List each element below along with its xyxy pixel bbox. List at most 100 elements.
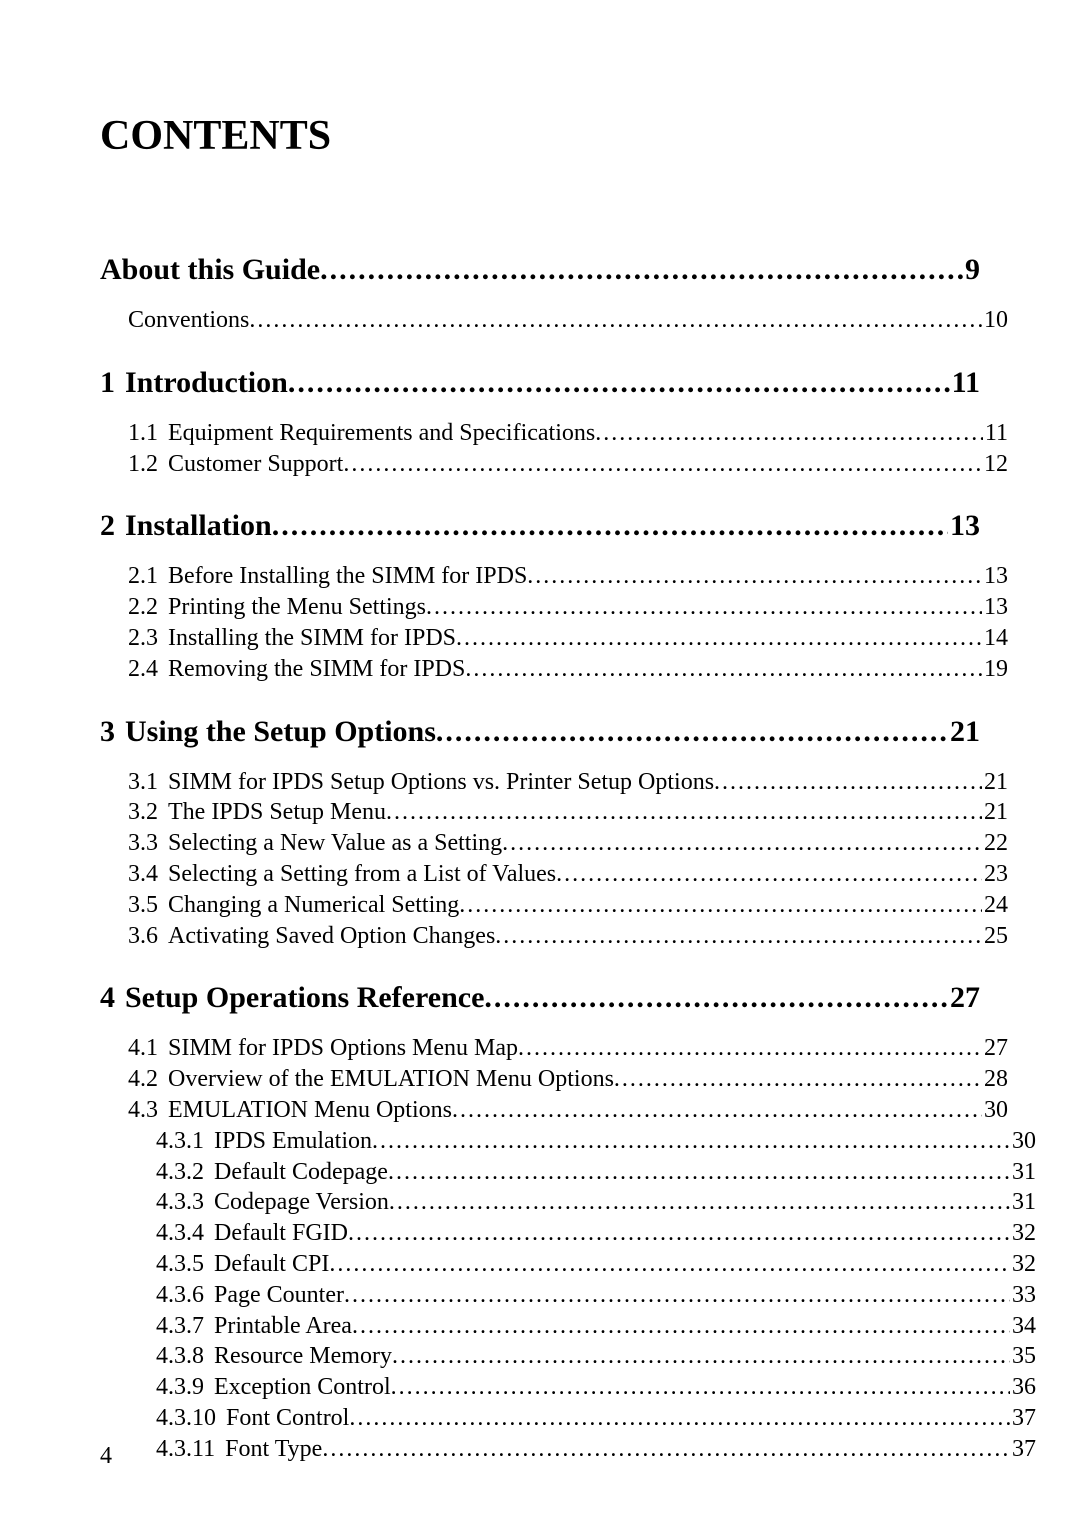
toc-page: 28 <box>982 1065 1008 1094</box>
toc-number: 4.3.10 <box>156 1404 216 1433</box>
toc-number: 1.1 <box>128 419 158 448</box>
toc-leader <box>322 1435 1010 1464</box>
toc-row: 4.1SIMM for IPDS Options Menu Map27 <box>128 1034 1008 1063</box>
toc-page: 36 <box>1010 1373 1036 1402</box>
toc-label: Default Codepage <box>214 1158 388 1187</box>
toc-leader <box>426 593 982 622</box>
toc-page: 30 <box>1010 1127 1036 1156</box>
toc-row: 1.1 Equipment Requirements and Specificat… <box>128 419 1008 448</box>
toc-label: Default CPI <box>214 1250 329 1279</box>
toc-label: Default FGID <box>214 1219 348 1248</box>
toc-leader <box>436 714 948 750</box>
toc-row: 4.3.11Font Type37 <box>156 1435 1036 1464</box>
toc-number: 1 <box>100 365 115 401</box>
toc-leader <box>352 1312 1010 1341</box>
toc-number: 3.2 <box>128 798 158 827</box>
toc-page: 24 <box>982 891 1008 920</box>
toc-number: 4.3.2 <box>156 1158 204 1187</box>
toc-label: Activating Saved Option Changes <box>168 922 495 951</box>
toc-leader <box>518 1034 982 1063</box>
toc-page: 19 <box>982 655 1008 684</box>
toc-number: 4.3.8 <box>156 1342 204 1371</box>
toc-row: 1.2 Customer Support 12 <box>128 450 1008 479</box>
toc-leader <box>343 450 982 479</box>
toc-leader <box>372 1127 1010 1156</box>
toc-page: 33 <box>1010 1281 1036 1310</box>
toc-row: 4.3.2Default Codepage31 <box>156 1158 1036 1187</box>
toc-leader <box>502 829 982 858</box>
toc-page: 13 <box>982 593 1008 622</box>
toc-label: Codepage Version <box>214 1188 389 1217</box>
toc-leader <box>452 1096 982 1125</box>
toc-number: 3 <box>100 714 115 750</box>
toc-label: Selecting a Setting from a List of Value… <box>168 860 556 889</box>
toc-leader <box>344 1281 1010 1310</box>
toc-page: 21 <box>982 768 1008 797</box>
toc-leader <box>484 980 948 1016</box>
toc-leader <box>349 1404 1010 1433</box>
toc-label: Printing the Menu Settings <box>168 593 426 622</box>
toc-number: 2.4 <box>128 655 158 684</box>
toc-row: 2.4Removing the SIMM for IPDS19 <box>128 655 1008 684</box>
toc-number: 4.3.9 <box>156 1373 204 1402</box>
toc-label: Equipment Requirements and Specification… <box>168 419 595 448</box>
toc-leader <box>556 860 982 889</box>
toc-page: 11 <box>950 365 980 401</box>
toc-leader <box>459 891 982 920</box>
toc-number: 4.2 <box>128 1065 158 1094</box>
toc-number: 4.3.1 <box>156 1127 204 1156</box>
toc-page: 21 <box>948 714 980 750</box>
toc-leader <box>714 768 982 797</box>
toc-page: 37 <box>1010 1404 1036 1433</box>
toc-label: Exception Control <box>214 1373 391 1402</box>
toc-page: 14 <box>982 624 1008 653</box>
toc-row: 1Introduction11 <box>100 365 980 401</box>
toc-page: 23 <box>982 860 1008 889</box>
toc-number: 3.5 <box>128 891 158 920</box>
toc-page: 12 <box>982 450 1008 479</box>
toc-leader <box>249 306 982 335</box>
toc-number: 4.1 <box>128 1034 158 1063</box>
toc-label: Font Type <box>225 1435 322 1464</box>
toc-row: Conventions10 <box>128 306 1008 335</box>
toc-page: 13 <box>948 508 980 544</box>
toc-label: Overview of the EMULATION Menu Options <box>168 1065 614 1094</box>
toc-number: 4.3.11 <box>156 1435 215 1464</box>
toc-label: About this Guide <box>100 252 320 288</box>
toc-leader <box>389 1188 1010 1217</box>
toc-page: 25 <box>982 922 1008 951</box>
toc-row: 4.2 Overview of the EMULATION Menu Option… <box>128 1065 1008 1094</box>
toc-row: 3.4Selecting a Setting from a List of Va… <box>128 860 1008 889</box>
toc-number: 3.3 <box>128 829 158 858</box>
toc-leader <box>386 798 982 827</box>
toc-leader <box>329 1250 1010 1279</box>
toc-number: 4 <box>100 980 115 1016</box>
toc-row: 4.3EMULATION Menu Options30 <box>128 1096 1008 1125</box>
toc-label: Customer Support <box>168 450 343 479</box>
toc-row: 4.3.3Codepage Version31 <box>156 1188 1036 1217</box>
toc-leader <box>465 655 982 684</box>
toc-page: 31 <box>1010 1188 1036 1217</box>
toc-number: 4.3.6 <box>156 1281 204 1310</box>
toc-label: Conventions <box>128 306 249 335</box>
toc-row: 3.3Selecting a New Value as a Setting22 <box>128 829 1008 858</box>
toc-page: 32 <box>1010 1250 1036 1279</box>
toc-page: 35 <box>1010 1342 1036 1371</box>
toc-number: 1.2 <box>128 450 158 479</box>
toc-label: Setup Operations Reference <box>125 980 484 1016</box>
toc-label: EMULATION Menu Options <box>168 1096 452 1125</box>
toc-leader <box>288 365 950 401</box>
toc-row: 4.3.7Printable Area34 <box>156 1312 1036 1341</box>
toc-label: SIMM for IPDS Options Menu Map <box>168 1034 518 1063</box>
toc-row: 3.6Activating Saved Option Changes25 <box>128 922 1008 951</box>
toc-leader <box>392 1342 1010 1371</box>
toc-leader <box>388 1158 1010 1187</box>
toc-number: 4.3.5 <box>156 1250 204 1279</box>
toc-page: 22 <box>982 829 1008 858</box>
toc-leader <box>391 1373 1010 1402</box>
toc-page: 13 <box>982 562 1008 591</box>
table-of-contents: About this Guide9Conventions101Introduct… <box>100 252 980 1464</box>
toc-number: 2 <box>100 508 115 544</box>
toc-row: 2.3Installing the SIMM for IPDS14 <box>128 624 1008 653</box>
toc-row: 4.3.4Default FGID32 <box>156 1219 1036 1248</box>
